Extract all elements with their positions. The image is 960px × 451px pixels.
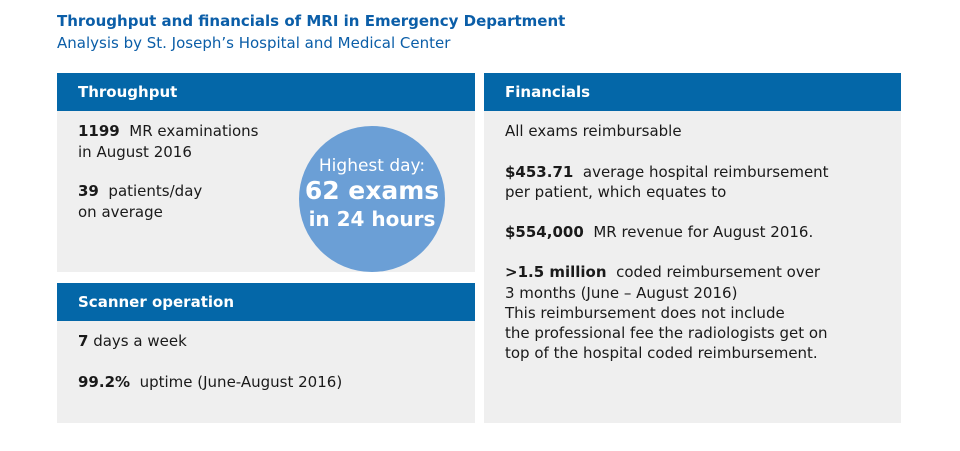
scanner-header: Scanner operation <box>57 283 475 321</box>
highest-day-badge: Highest day: 62 exams in 24 hours <box>299 126 445 272</box>
avg-reimbursement: $453.71 average hospital reimbursement <box>505 163 829 181</box>
days-per-week: 7 days a week <box>78 332 187 350</box>
reimbursable: All exams reimbursable <box>505 122 682 140</box>
coded-period: 3 months (June – August 2016) <box>505 284 738 302</box>
uptime: 99.2% uptime (June-August 2016) <box>78 373 343 391</box>
avg-reimbursement-cont: per patient, which equates to <box>505 183 727 201</box>
exams-period: in August 2016 <box>78 143 192 161</box>
throughput-header: Throughput <box>57 73 475 111</box>
note-line-3: top of the hospital coded reimbursement. <box>505 344 818 362</box>
note-line-2: the professional fee the radiologists ge… <box>505 324 828 342</box>
financials-header: Financials <box>484 73 901 111</box>
note-line-1: This reimbursement does not include <box>505 304 785 322</box>
exams-count: 1199 MR examinations <box>78 122 259 140</box>
coded-reimbursement: >1.5 million coded reimbursement over <box>505 263 821 281</box>
revenue: $554,000 MR revenue for August 2016. <box>505 223 814 241</box>
scanner-panel <box>57 321 475 423</box>
page-subtitle: Analysis by St. Joseph’s Hospital and Me… <box>57 34 451 52</box>
page-title: Throughput and financials of MRI in Emer… <box>57 12 566 30</box>
financials-panel <box>484 111 901 423</box>
patients-average: on average <box>78 203 163 221</box>
patients-per-day: 39 patients/day <box>78 182 203 200</box>
